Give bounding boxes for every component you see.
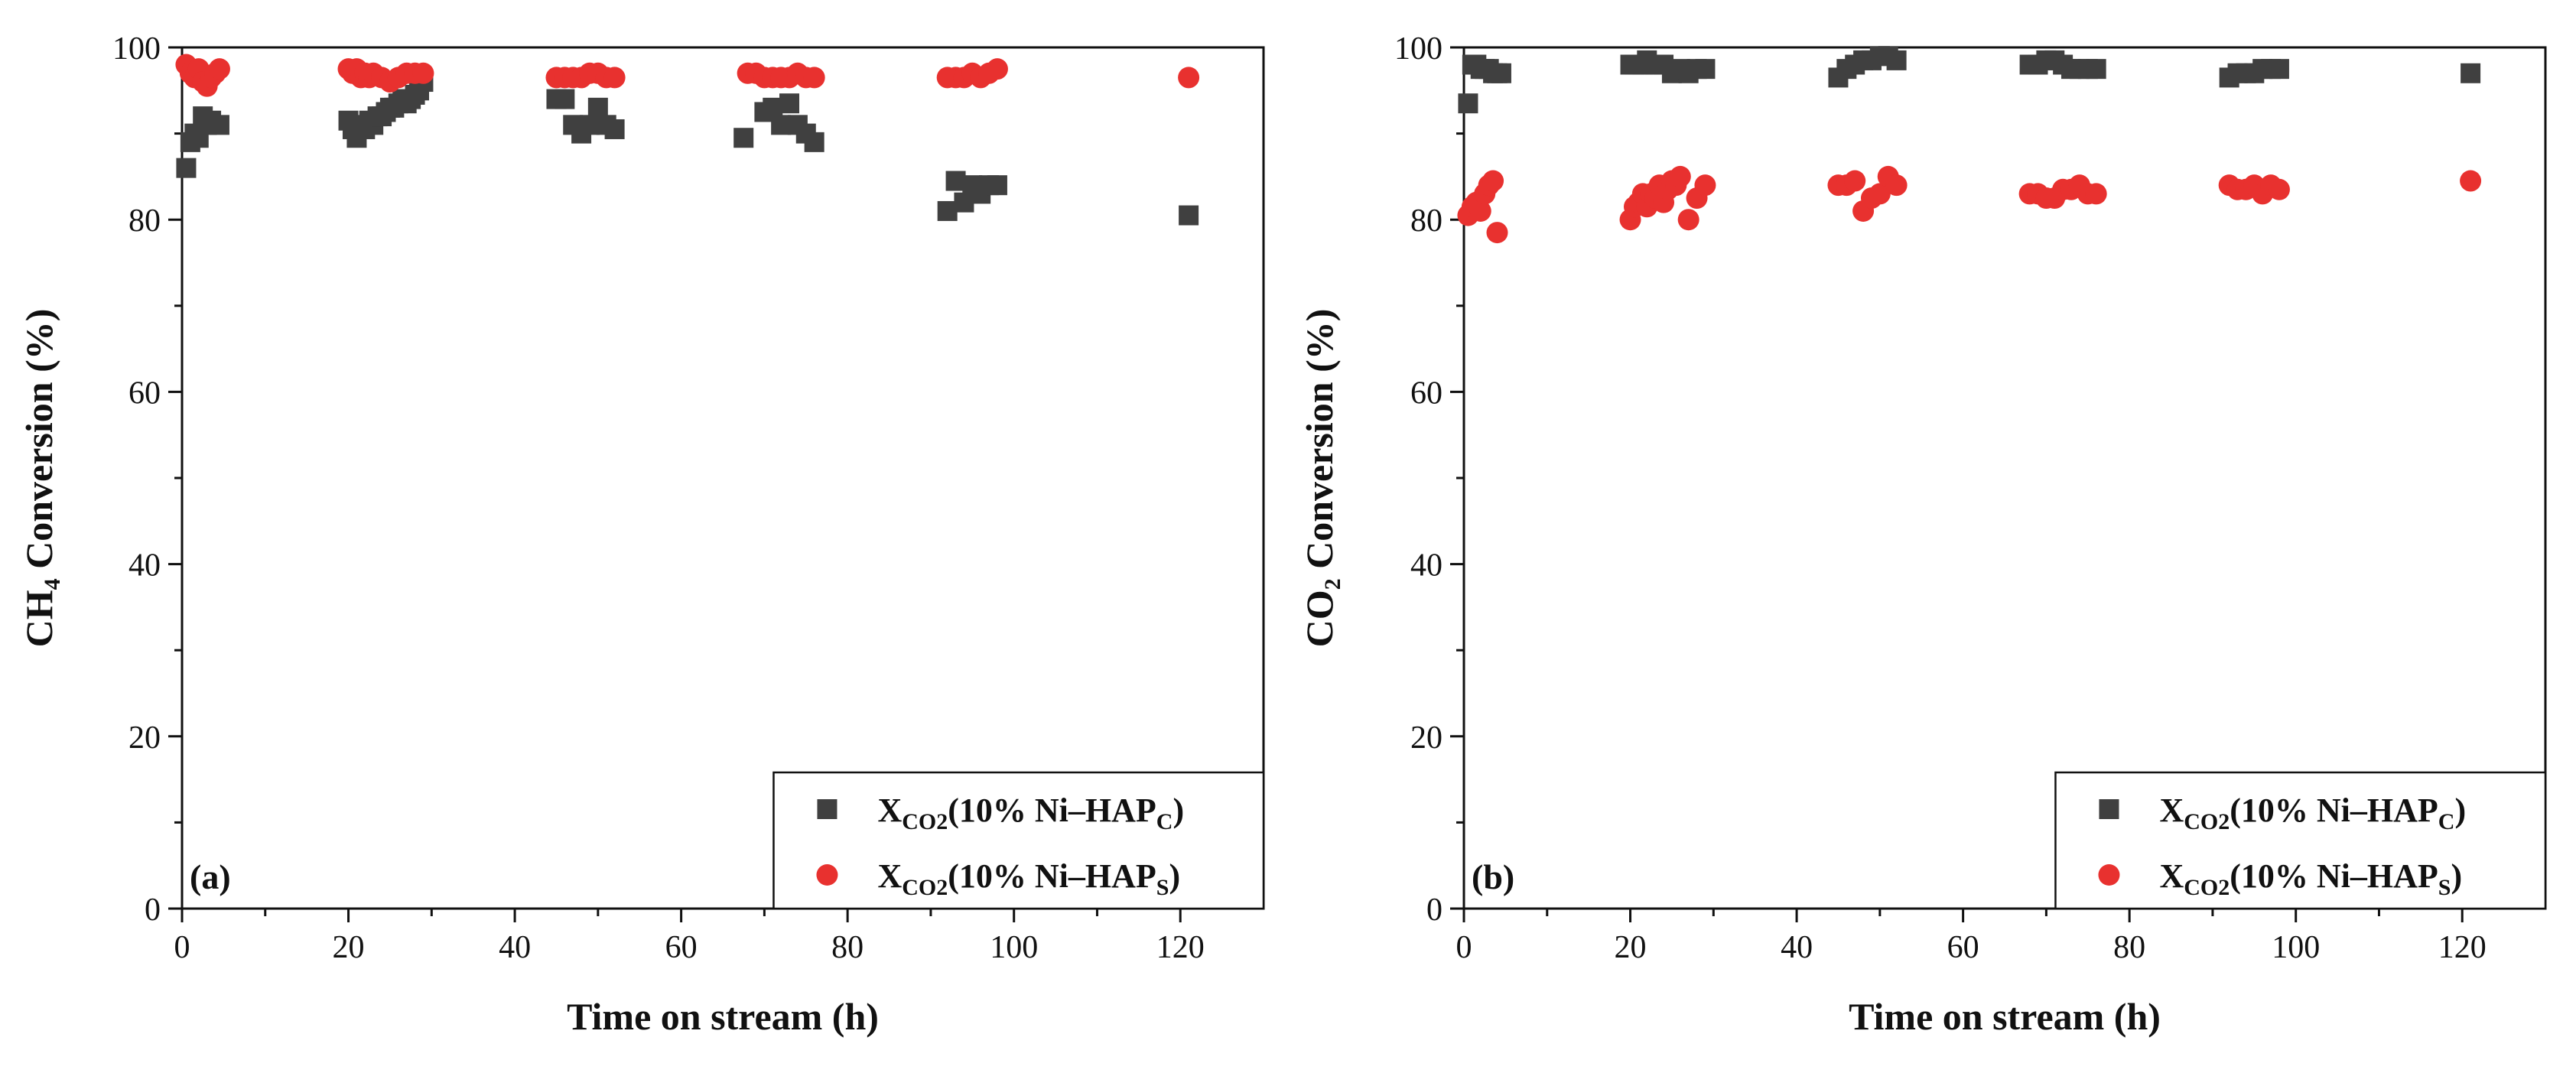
data-point — [2461, 63, 2481, 83]
y-tick-label: 0 — [145, 893, 161, 928]
data-point — [2269, 59, 2289, 80]
data-point — [1179, 205, 1199, 226]
data-point — [1669, 165, 1691, 187]
y-tick-label: 0 — [1426, 893, 1442, 928]
data-point — [604, 119, 625, 139]
x-tick-label: 0 — [1456, 930, 1472, 965]
x-tick-label: 40 — [1781, 930, 1813, 965]
data-point — [587, 97, 608, 118]
x-tick-label: 40 — [499, 930, 531, 965]
x-tick-label: 120 — [1156, 930, 1205, 965]
data-point — [412, 62, 434, 84]
data-point — [1469, 200, 1491, 222]
legend: XCO2(10% Ni–HAPC) XCO2(10% Ni–HAPS) — [772, 771, 1265, 910]
data-point — [208, 58, 230, 80]
legend-box — [772, 771, 1265, 910]
data-point — [803, 67, 825, 89]
series-hap-s-points — [175, 54, 1200, 97]
y-axis-title: CH4 Conversion (%) — [18, 309, 65, 648]
data-point — [937, 200, 958, 221]
data-point — [2086, 59, 2106, 80]
x-tick-label: 60 — [1947, 930, 1979, 965]
legend-marker-circle — [816, 864, 838, 886]
x-axis-title: Time on stream (h) — [567, 995, 879, 1038]
legend-marker-square — [2099, 799, 2119, 819]
series-hap-c-points — [176, 72, 1199, 226]
data-point — [1885, 174, 1908, 197]
data-point — [1178, 67, 1200, 89]
data-point — [2460, 170, 2482, 192]
data-point — [2085, 183, 2107, 205]
y-tick-label: 20 — [128, 720, 161, 756]
y-tick-label: 100 — [1394, 31, 1442, 67]
data-point — [763, 97, 783, 118]
y-tick-label: 100 — [112, 31, 161, 67]
data-point — [1844, 170, 1866, 192]
data-point — [733, 128, 754, 148]
x-axis-title: Time on stream (h) — [1849, 995, 2161, 1038]
legend-marker-circle — [2098, 864, 2120, 886]
legend-marker-square — [817, 799, 838, 819]
data-point — [771, 115, 792, 135]
panel-tag: (b) — [1472, 857, 1514, 896]
y-tick-label: 40 — [128, 548, 161, 584]
y-axis-title: CO2 Conversion (%) — [1298, 309, 1345, 648]
data-point — [987, 175, 1007, 196]
panel-a-chart: 0 20 40 60 80 100 120 0 20 40 60 80 100 Time on strea… — [18, 31, 1265, 1038]
series-hap-s-points — [1457, 165, 2482, 244]
data-point — [1458, 93, 1478, 114]
data-point — [555, 89, 575, 109]
legend-entry: XCO2(10% Ni–HAPS) — [877, 857, 1180, 900]
y-tick-label: 20 — [1410, 720, 1442, 756]
legend-entry: XCO2(10% Ni–HAPS) — [2159, 857, 2462, 900]
y-tick-label: 80 — [128, 203, 161, 239]
data-point — [1695, 59, 1716, 80]
series-hap-c-points — [1458, 46, 2481, 114]
data-point — [1869, 183, 1891, 205]
legend-box — [2054, 771, 2547, 910]
x-tick-label: 60 — [665, 930, 698, 965]
x-tick-label: 20 — [333, 930, 365, 965]
data-point — [1694, 174, 1716, 197]
x-tick-label: 20 — [1615, 930, 1647, 965]
data-point — [603, 67, 626, 89]
legend-entry: XCO2(10% Ni–HAPC) — [877, 792, 1184, 834]
data-point — [579, 115, 600, 135]
data-point — [954, 192, 974, 213]
y-tick-label: 60 — [1410, 376, 1442, 411]
data-point — [1486, 222, 1508, 244]
x-tick-label: 80 — [2113, 930, 2145, 965]
data-point — [1677, 209, 1699, 231]
y-tick-label: 60 — [128, 376, 161, 411]
y-tick-label: 80 — [1410, 203, 1442, 239]
data-point — [1482, 170, 1504, 192]
legend-entry: XCO2(10% Ni–HAPC) — [2159, 792, 2466, 834]
data-point — [804, 132, 825, 152]
x-tick-label: 80 — [831, 930, 864, 965]
data-point — [2268, 178, 2290, 200]
data-point — [945, 171, 966, 191]
x-tick-label: 0 — [174, 930, 190, 965]
data-point — [779, 93, 800, 114]
panel-b-chart: 0 20 40 60 80 100 120 0 20 40 60 80 100 Time on strea… — [1298, 31, 2547, 1038]
x-tick-label: 100 — [2272, 930, 2320, 965]
y-tick-label: 40 — [1410, 548, 1442, 584]
data-point — [1491, 63, 1511, 83]
legend: XCO2(10% Ni–HAPC) XCO2(10% Ni–HAPS) — [2054, 771, 2547, 910]
data-point — [1886, 50, 1907, 70]
data-point — [209, 115, 229, 135]
data-point — [176, 158, 197, 178]
x-tick-label: 120 — [2438, 930, 2487, 965]
panel-tag: (a) — [190, 857, 231, 896]
x-tick-label: 100 — [990, 930, 1038, 965]
data-point — [986, 58, 1008, 80]
